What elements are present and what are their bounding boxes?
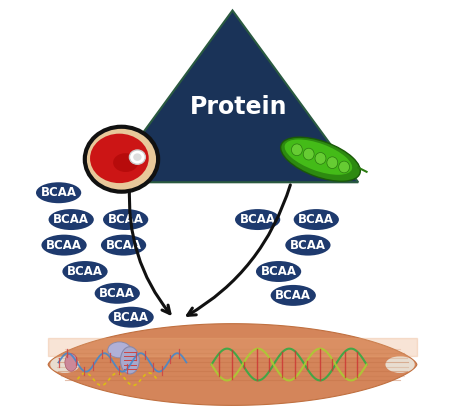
Ellipse shape [65, 354, 78, 371]
Text: BCAA: BCAA [275, 289, 311, 302]
Text: BCAA: BCAA [113, 310, 149, 324]
Ellipse shape [50, 356, 80, 373]
Text: BCAA: BCAA [40, 186, 77, 199]
Ellipse shape [108, 307, 154, 328]
FancyArrowPatch shape [187, 185, 290, 316]
Ellipse shape [339, 161, 350, 173]
Text: BCAA: BCAA [46, 238, 82, 252]
Text: BCAA: BCAA [290, 238, 326, 252]
Ellipse shape [285, 140, 352, 175]
Ellipse shape [113, 153, 138, 172]
Ellipse shape [327, 157, 338, 168]
Ellipse shape [286, 235, 331, 256]
Ellipse shape [256, 261, 301, 282]
Text: BCAA: BCAA [53, 213, 89, 226]
Ellipse shape [294, 209, 339, 230]
Text: BCAA: BCAA [260, 265, 297, 278]
Polygon shape [48, 324, 417, 405]
Ellipse shape [36, 182, 81, 203]
Ellipse shape [120, 347, 140, 374]
Ellipse shape [41, 235, 86, 256]
Text: BCAA: BCAA [299, 213, 334, 226]
Text: BCAA: BCAA [106, 238, 141, 252]
Ellipse shape [235, 209, 280, 230]
Text: BCAA: BCAA [67, 265, 103, 278]
Text: BCAA: BCAA [239, 213, 276, 226]
Ellipse shape [271, 285, 316, 306]
Ellipse shape [62, 261, 107, 282]
Ellipse shape [101, 235, 146, 256]
Ellipse shape [315, 153, 326, 164]
FancyArrowPatch shape [129, 185, 170, 314]
Ellipse shape [90, 134, 149, 183]
Ellipse shape [85, 127, 158, 192]
Ellipse shape [303, 148, 314, 160]
Ellipse shape [281, 137, 360, 181]
Ellipse shape [95, 283, 140, 304]
Polygon shape [107, 10, 358, 182]
Ellipse shape [48, 209, 94, 230]
Text: BCAA: BCAA [99, 287, 135, 300]
Ellipse shape [129, 150, 146, 164]
Ellipse shape [103, 209, 148, 230]
Ellipse shape [108, 342, 131, 358]
Ellipse shape [292, 144, 302, 155]
Text: BCAA: BCAA [108, 213, 144, 226]
Ellipse shape [385, 356, 415, 373]
Ellipse shape [133, 153, 141, 161]
Text: Protein: Protein [190, 95, 287, 119]
